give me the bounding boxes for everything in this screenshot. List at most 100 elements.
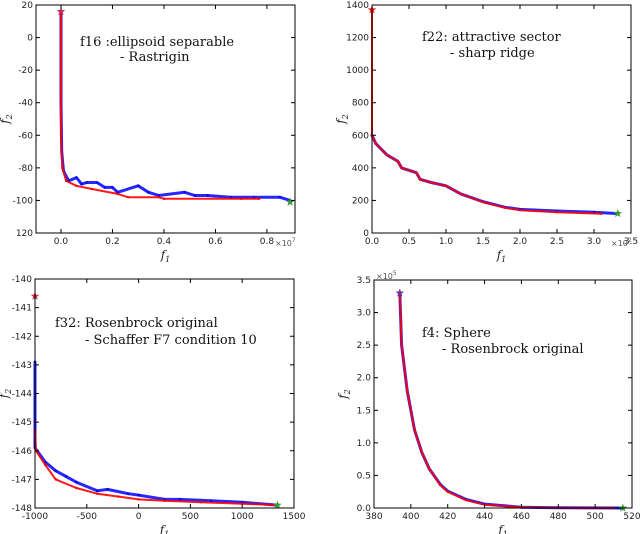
y-tick-label: -100 <box>13 196 34 206</box>
annotation-line-1: f22: attractive sector <box>422 30 562 45</box>
y-axis-label-subscript: 2 <box>341 114 350 120</box>
x-tick-label: -1000 <box>22 512 48 522</box>
x-tick-label: 0 <box>136 512 142 522</box>
y-axis-label-subscript: 2 <box>5 114 14 120</box>
red-data-point <box>116 495 120 498</box>
blue-data-point <box>193 194 197 197</box>
y-axis-label: f2 <box>0 389 13 400</box>
blue-series-line <box>33 360 279 507</box>
blue-data-point <box>75 481 78 484</box>
y-tick-label: -147 <box>12 475 32 485</box>
blue-data-point <box>111 186 114 189</box>
x-axis-label-subscript: 1 <box>501 255 506 264</box>
y-axis-label: f2 <box>0 114 14 125</box>
red-data-point <box>59 134 63 137</box>
red-data-point <box>116 192 119 196</box>
y-tick-label: -143 <box>12 361 32 371</box>
x-tick-label: 0.2 <box>105 237 119 247</box>
x-tick-label: 0.8 <box>260 237 275 247</box>
red-data-point <box>54 478 57 481</box>
red-data-point <box>444 184 448 187</box>
end-star-marker <box>273 500 282 509</box>
x-axis-multiplier: ×102 <box>611 237 632 248</box>
red-data-point <box>241 502 244 505</box>
red-data-point <box>415 171 418 174</box>
blue-data-point <box>80 182 83 186</box>
annotation-line-2: - Schaffer F7 condition 10 <box>85 333 257 348</box>
red-data-point <box>430 181 433 184</box>
y-tick-label: 400 <box>352 164 369 174</box>
x-tick-label: 0.4 <box>157 237 172 247</box>
y-tick-label: -142 <box>12 332 32 342</box>
y-tick-label: 120 <box>16 229 33 239</box>
blue-series-line <box>59 10 292 202</box>
red-data-point <box>518 209 522 212</box>
x-tick-label: 0.0 <box>54 237 69 247</box>
red-data-point <box>44 463 47 467</box>
y-tick-label: 0.5 <box>357 471 371 481</box>
x-tick-label: 1.5 <box>476 237 490 247</box>
x-tick-label: 400 <box>402 512 419 522</box>
red-data-point <box>162 197 166 200</box>
blue-data-point <box>95 489 99 493</box>
y-tick-label: -146 <box>12 447 33 457</box>
x-tick-label: 480 <box>550 512 567 522</box>
y-tick-label: 1200 <box>346 34 369 44</box>
red-data-point <box>405 389 409 392</box>
red-data-point <box>400 166 403 170</box>
red-data-point <box>258 197 261 200</box>
red-data-point <box>126 195 130 199</box>
y-axis-label: f2 <box>334 114 350 125</box>
red-series-line <box>34 429 279 507</box>
x-axis-multiplier: ×107 <box>275 237 296 248</box>
y-tick-label: -140 <box>12 275 33 285</box>
x-tick-label: 0.5 <box>402 237 416 247</box>
x-tick-label: 3.5 <box>624 237 638 247</box>
red-data-point <box>400 343 403 347</box>
red-data-point <box>374 142 377 145</box>
blue-data-point <box>147 191 150 194</box>
x-tick-label: 520 <box>623 512 640 522</box>
axes-frame <box>373 279 633 509</box>
blue-data-point <box>64 475 68 478</box>
x-axis-multiplier-power: 2 <box>628 237 632 244</box>
y-tick-label: 1.5 <box>357 406 371 416</box>
y-tick-label: 0.0 <box>357 504 372 514</box>
annotation-line-2: - sharp ridge <box>450 46 535 61</box>
y-tick-label: 3.5 <box>357 276 371 286</box>
x-tick-label: 500 <box>587 512 604 522</box>
blue-data-point <box>137 184 140 187</box>
y-tick-label: 0 <box>27 34 33 44</box>
red-data-point <box>137 498 140 501</box>
red-series-line <box>60 10 261 200</box>
y-tick-label: 2.0 <box>357 374 372 384</box>
y-axis-label-subscript: 2 <box>4 389 13 395</box>
y-tick-label: -145 <box>12 418 32 428</box>
y-tick-label: -141 <box>12 304 32 314</box>
blue-data-point <box>127 492 130 495</box>
y-tick-label: 3.0 <box>357 309 372 319</box>
red-data-point <box>420 451 424 454</box>
x-axis-label: f1 <box>159 523 170 534</box>
end-star-marker <box>613 209 622 218</box>
blue-data-point <box>85 181 88 184</box>
blue-data-point <box>183 191 186 194</box>
x-axis-label-subscript: 1 <box>503 530 508 534</box>
x-axis-label: f1 <box>496 248 507 264</box>
y-tick-label: 0 <box>363 229 369 239</box>
red-data-point <box>64 179 68 183</box>
red-data-point <box>199 501 202 504</box>
red-data-point <box>413 428 416 432</box>
y-tick-label: 20 <box>22 1 34 11</box>
subplot-1: 0.0 0.2 0.4 0.6 0.8 20 0 -20 -40 -60 -80 -100 120 f1 f… <box>0 1 296 264</box>
y-tick-label: 1.0 <box>357 439 372 449</box>
x-axis-multiplier-power: 7 <box>292 237 296 244</box>
blue-data-point <box>209 499 213 503</box>
red-data-point <box>446 490 449 493</box>
red-data-point <box>555 210 559 214</box>
red-data-point <box>75 184 78 187</box>
red-data-point <box>90 187 94 191</box>
red-data-point <box>459 192 462 196</box>
x-tick-label: 420 <box>439 512 456 522</box>
